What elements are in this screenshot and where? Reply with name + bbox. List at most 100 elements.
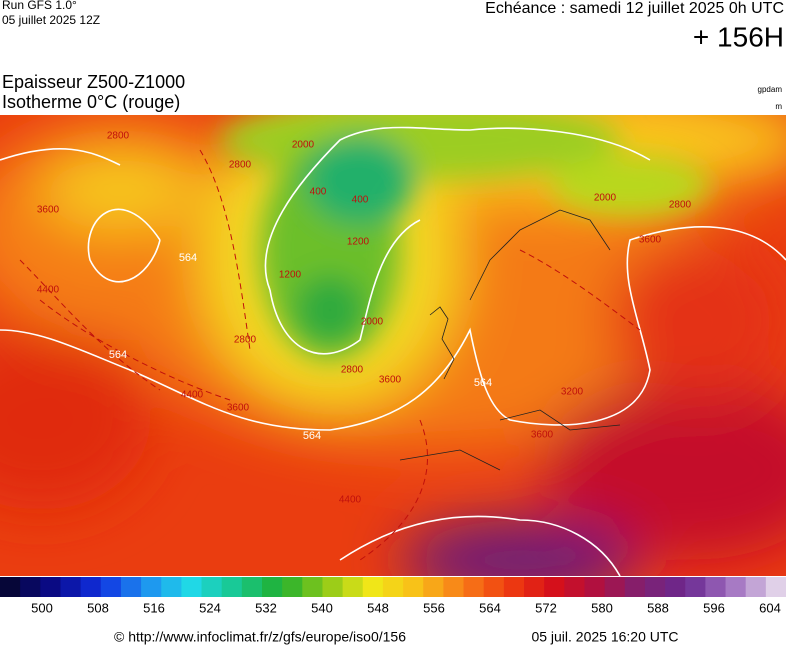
colorbar-swatch	[60, 577, 82, 597]
colorbar-swatch	[40, 577, 61, 597]
title-line1: Epaisseur Z500-Z1000	[2, 72, 185, 92]
contour-label: 1200	[347, 237, 370, 248]
colorbar-label: 508	[87, 600, 109, 615]
map-field: 564 564 564 564 2800 2800 2800 2800 2800 3600 3600…	[0, 115, 786, 576]
contour-label: 400	[310, 187, 327, 198]
contour-label: 2800	[234, 335, 257, 346]
colorbar-swatch	[241, 577, 263, 597]
colorbar-label: 532	[255, 600, 277, 615]
unit-label: gpdam	[758, 85, 783, 94]
contour-label: 3600	[531, 430, 554, 441]
colorbar-label: 516	[143, 600, 165, 615]
ellipse	[40, 150, 200, 230]
g	[0, 115, 786, 576]
contour-label: 2000	[292, 140, 315, 151]
contour-line	[0, 126, 786, 576]
ellipse	[220, 115, 620, 180]
contour-label: 2800	[341, 365, 364, 376]
colorbar-swatch	[483, 577, 505, 597]
colorbar-swatch	[282, 577, 303, 597]
colorbar-swatch	[765, 577, 786, 597]
colorbar-label: 604	[759, 600, 781, 615]
colorbar-swatch	[443, 577, 465, 597]
colorbar-swatch	[745, 577, 767, 597]
colorbar-swatch	[423, 577, 444, 597]
colorbar-swatch	[0, 577, 21, 597]
contour-label: 564	[303, 430, 321, 442]
unit-label: m	[775, 102, 782, 111]
contour-label: 2000	[594, 193, 617, 204]
ellipse	[295, 275, 365, 345]
contour-label: 4400	[37, 285, 60, 296]
ellipse	[400, 520, 640, 576]
contour-label: 3600	[227, 403, 250, 414]
colorbar-swatch	[524, 577, 545, 597]
colorbar-swatch	[584, 577, 606, 597]
colorbar-label: 500	[31, 600, 53, 615]
ellipse	[305, 135, 415, 225]
colorbar-label: 588	[647, 600, 669, 615]
contour-label: 564	[179, 252, 197, 264]
contour-label: 3600	[37, 205, 60, 216]
colorbar-swatch	[262, 577, 283, 597]
colorbar-swatch	[20, 577, 41, 597]
contour-label: 2800	[229, 160, 252, 171]
contour-label: 564	[109, 349, 127, 361]
colorbar-swatch	[725, 577, 747, 597]
colorbar: 500 508 516 524 532 540 548 556 564 572 580 588 596 6…	[0, 577, 786, 615]
contour-label: 4400	[181, 390, 204, 401]
colorbar-label: 540	[311, 600, 333, 615]
colorbar-label: 564	[479, 600, 501, 615]
colorbar-swatch	[322, 577, 344, 597]
contour-label: 2800	[107, 131, 130, 142]
colorbar-swatch	[624, 577, 646, 597]
ellipse	[0, 330, 150, 510]
colorbar-swatch	[302, 577, 323, 597]
colorbar-swatch	[342, 577, 364, 597]
ellipse	[610, 240, 786, 400]
colorbar-label: 596	[703, 600, 725, 615]
colorbar-swatch	[403, 577, 424, 597]
colorbar-label: 548	[367, 600, 389, 615]
colorbar-swatch	[161, 577, 182, 597]
colorbar-swatch	[604, 577, 626, 597]
colorbar-label: 580	[591, 600, 613, 615]
contour-label: 3600	[379, 375, 402, 386]
colorbar-swatch	[463, 577, 485, 597]
colorbar-label: 524	[199, 600, 221, 615]
colorbar-label: 556	[423, 600, 445, 615]
contour-label: 400	[352, 195, 369, 206]
colorbar-swatch	[705, 577, 727, 597]
colorbar-swatch	[362, 577, 384, 597]
forecast-label: Echéance : samedi 12 juillet 2025 0h UTC	[485, 0, 784, 17]
colorbar-swatch	[644, 577, 666, 597]
isotherm-line	[19, 149, 641, 561]
run-label: Run GFS 1.0°	[2, 0, 77, 12]
colorbar-swatch	[100, 577, 122, 597]
coastline	[399, 209, 621, 471]
colorbar-swatch	[80, 577, 102, 597]
contour-label: 4400	[339, 495, 362, 506]
run-date: 05 juillet 2025 12Z	[2, 13, 100, 27]
colorbar-swatch	[564, 577, 585, 597]
colorbar-swatch	[120, 577, 142, 597]
colorbar-swatch	[685, 577, 706, 597]
colorbar-swatch	[201, 577, 223, 597]
contour-label: 2800	[669, 200, 692, 211]
contour-label: 564	[474, 377, 492, 389]
contour-label: 2000	[361, 317, 384, 328]
colorbar-swatch	[382, 577, 404, 597]
contour-label: 3600	[639, 235, 662, 246]
colorbar-swatch	[221, 577, 243, 597]
contour-label: 3200	[561, 387, 584, 398]
colorbar-swatch	[181, 577, 203, 597]
colorbar-swatch	[544, 577, 565, 597]
lead-time: + 156H	[693, 21, 784, 52]
colorbar-swatch	[141, 577, 162, 597]
colorbar-swatch	[665, 577, 686, 597]
title-line2: Isotherme 0°C (rouge)	[2, 92, 180, 112]
g	[220, 115, 710, 360]
colorbar-label: 572	[535, 600, 557, 615]
